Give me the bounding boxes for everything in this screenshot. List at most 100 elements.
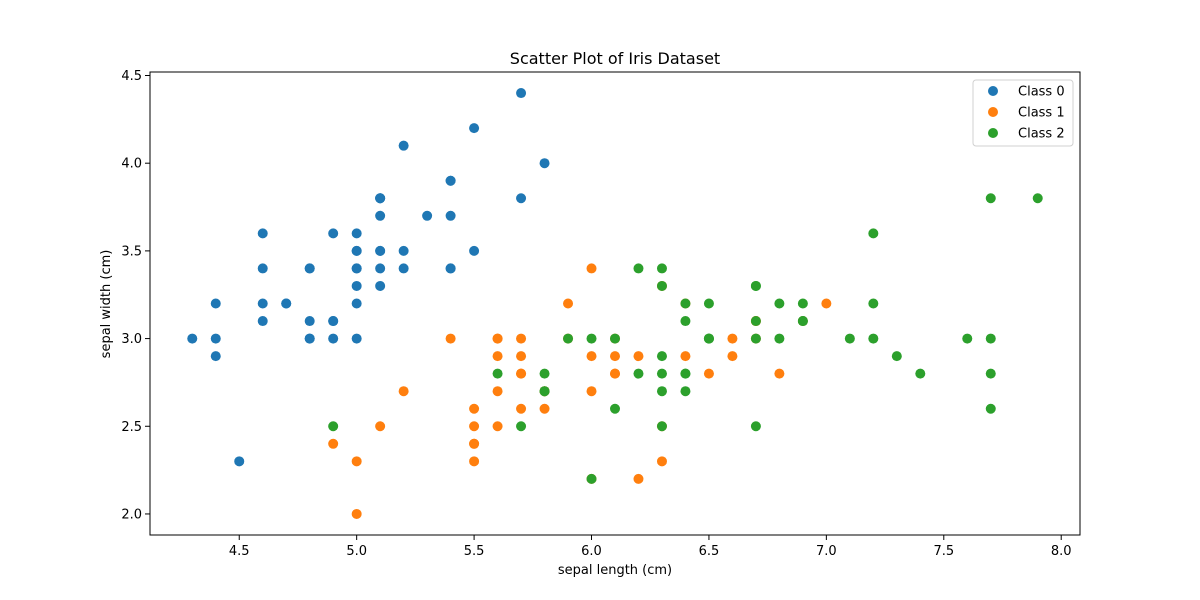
point-class-2-46: [656, 421, 667, 432]
point-class-2-41: [797, 316, 808, 327]
point-class-2-47: [703, 333, 714, 344]
point-class-1-47: [633, 351, 644, 362]
point-class-0-21: [375, 210, 386, 221]
x-tick-label: 5.0: [346, 544, 367, 559]
point-class-1-10: [351, 508, 362, 519]
point-class-1-33: [586, 386, 597, 397]
point-class-2-0: [656, 280, 667, 291]
point-class-2-29: [868, 333, 879, 344]
point-class-2-8: [750, 421, 761, 432]
point-class-2-44: [750, 280, 761, 291]
y-tick-label: 4.5: [121, 69, 142, 84]
point-class-2-38: [586, 333, 597, 344]
x-tick-label: 6.0: [581, 544, 602, 559]
series-class-1: [328, 263, 832, 519]
y-tick-label: 3.5: [121, 244, 142, 259]
point-class-2-18: [985, 403, 996, 414]
chart-title: Scatter Plot of Iris Dataset: [510, 49, 720, 68]
point-class-2-27: [610, 333, 620, 344]
legend-marker: [988, 128, 998, 138]
point-class-0-16: [445, 175, 456, 186]
point-class-2-34: [610, 403, 620, 414]
point-class-0-23: [375, 280, 386, 291]
point-class-2-26: [633, 368, 644, 379]
point-class-2-32: [680, 368, 691, 379]
legend-label: Class 2: [1018, 127, 1065, 142]
point-class-0-17: [375, 245, 386, 256]
legend-label: Class 1: [1018, 106, 1065, 121]
point-class-1-23: [610, 368, 620, 379]
x-tick-label: 6.5: [699, 544, 720, 559]
point-class-2-45: [750, 333, 761, 344]
point-class-2-30: [915, 368, 926, 379]
point-class-0-10: [445, 210, 456, 221]
point-class-1-18: [633, 473, 644, 484]
point-class-1-46: [516, 351, 527, 362]
point-class-0-25: [351, 333, 362, 344]
point-class-0-28: [398, 263, 409, 274]
point-class-2-11: [680, 386, 691, 397]
point-class-0-15: [516, 88, 527, 99]
point-class-0-32: [398, 140, 409, 151]
point-class-0-49: [351, 280, 362, 291]
points-layer: [187, 88, 1043, 519]
point-class-2-42: [539, 386, 550, 397]
y-tick-label: 4.0: [121, 157, 142, 172]
point-class-2-13: [516, 421, 527, 432]
point-class-1-14: [492, 351, 503, 362]
plot-frame: [149, 71, 1081, 536]
point-class-2-43: [774, 298, 785, 309]
point-class-1-26: [774, 368, 785, 379]
point-class-1-45: [516, 333, 527, 344]
point-class-2-37: [680, 316, 691, 327]
point-class-1-0: [821, 298, 832, 309]
point-class-1-29: [516, 403, 527, 414]
point-class-2-10: [703, 298, 714, 309]
point-class-0-34: [328, 316, 339, 327]
point-class-2-14: [539, 368, 550, 379]
point-class-0-36: [469, 245, 480, 256]
point-class-0-4: [351, 228, 362, 239]
point-class-2-6: [328, 421, 339, 432]
point-class-0-3: [257, 316, 268, 327]
point-class-2-3: [656, 351, 667, 362]
point-class-2-20: [797, 298, 808, 309]
point-class-0-22: [257, 228, 268, 239]
point-class-2-2: [844, 333, 855, 344]
series-class-2: [328, 193, 1043, 484]
point-class-2-36: [656, 263, 667, 274]
point-class-0-38: [210, 333, 221, 344]
point-class-2-40: [750, 316, 761, 327]
point-class-1-20: [563, 298, 574, 309]
point-class-0-14: [539, 158, 550, 169]
point-class-1-48: [375, 421, 386, 432]
point-class-2-5: [962, 333, 973, 344]
point-class-0-35: [351, 298, 362, 309]
point-class-2-31: [1032, 193, 1043, 204]
point-class-0-29: [281, 298, 292, 309]
point-class-1-35: [586, 263, 597, 274]
y-tick-label: 3.0: [121, 332, 142, 347]
x-tick-label: 4.5: [229, 544, 250, 559]
point-class-2-22: [985, 368, 996, 379]
point-class-1-42: [539, 403, 550, 414]
legend-marker: [988, 107, 998, 117]
point-class-0-27: [398, 245, 409, 256]
x-tick-label: 7.0: [816, 544, 837, 559]
point-class-0-41: [234, 456, 245, 467]
point-class-2-33: [656, 368, 667, 379]
series-class-0: [187, 88, 550, 467]
point-class-2-21: [492, 368, 503, 379]
point-class-2-23: [656, 386, 667, 397]
point-class-0-42: [210, 298, 221, 309]
point-class-1-43: [351, 456, 362, 467]
point-class-0-8: [210, 351, 221, 362]
point-class-0-30: [304, 316, 315, 327]
point-class-1-49: [516, 368, 527, 379]
point-class-0-48: [422, 210, 433, 221]
point-class-0-43: [351, 245, 362, 256]
x-axis-label: sepal length (cm): [558, 563, 672, 578]
point-class-0-46: [375, 193, 386, 204]
